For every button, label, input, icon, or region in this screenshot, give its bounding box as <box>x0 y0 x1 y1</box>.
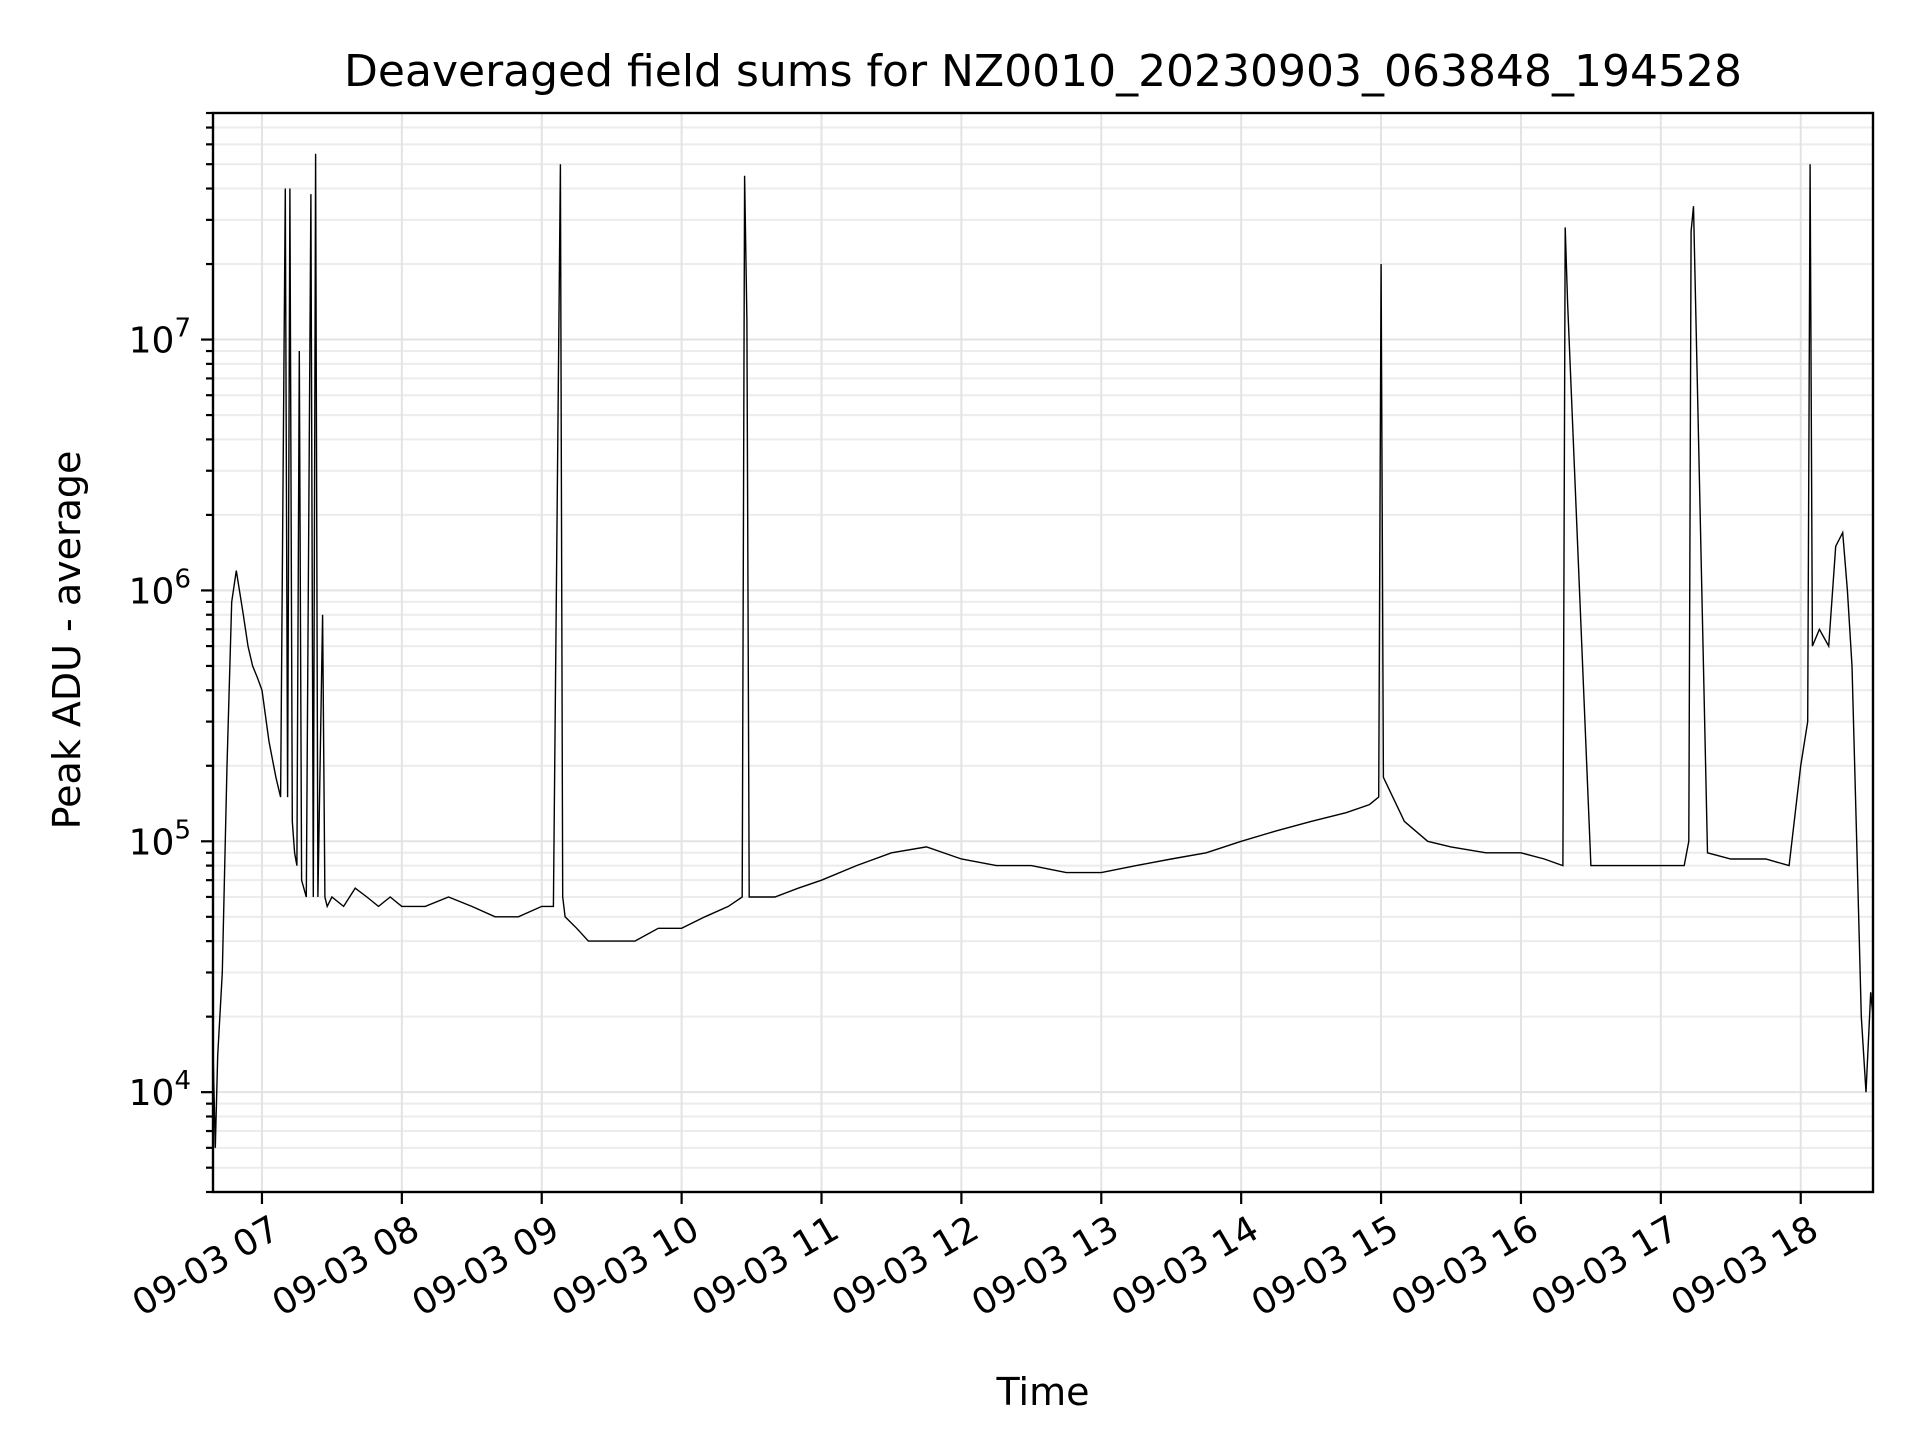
y-axis-ticks: 104 105 106 107 <box>129 111 213 1194</box>
chart-title: Deaveraged field sums for NZ0010_2023090… <box>344 46 1742 97</box>
plot-frame <box>211 111 1875 1194</box>
x-tick-label: 09-03 10 <box>545 1208 706 1324</box>
x-axis-label: Time <box>996 1370 1090 1414</box>
x-tick-label: 09-03 17 <box>1525 1208 1686 1324</box>
series-layer <box>212 153 1874 1148</box>
y-tick-label: 106 <box>129 564 191 612</box>
y-tick-label: 107 <box>129 314 191 362</box>
x-tick-label: 09-03 13 <box>965 1208 1126 1324</box>
x-tick-label: 09-03 08 <box>266 1208 427 1324</box>
x-tick-label: 09-03 12 <box>825 1208 986 1324</box>
grid <box>213 112 1873 1193</box>
y-tick-label: 105 <box>129 815 191 863</box>
x-tick-label: 09-03 16 <box>1385 1208 1546 1324</box>
x-tick-label: 09-03 07 <box>126 1208 287 1324</box>
y-tick-label: 104 <box>129 1066 191 1114</box>
y-axis-label: Peak ADU - average <box>45 451 89 830</box>
series-line <box>212 153 1874 1148</box>
x-tick-label: 09-03 15 <box>1245 1208 1406 1324</box>
x-tick-label: 09-03 09 <box>406 1208 567 1324</box>
x-tick-label: 09-03 18 <box>1665 1208 1826 1324</box>
x-tick-label: 09-03 11 <box>685 1208 846 1324</box>
x-tick-label: 09-03 14 <box>1105 1208 1266 1324</box>
